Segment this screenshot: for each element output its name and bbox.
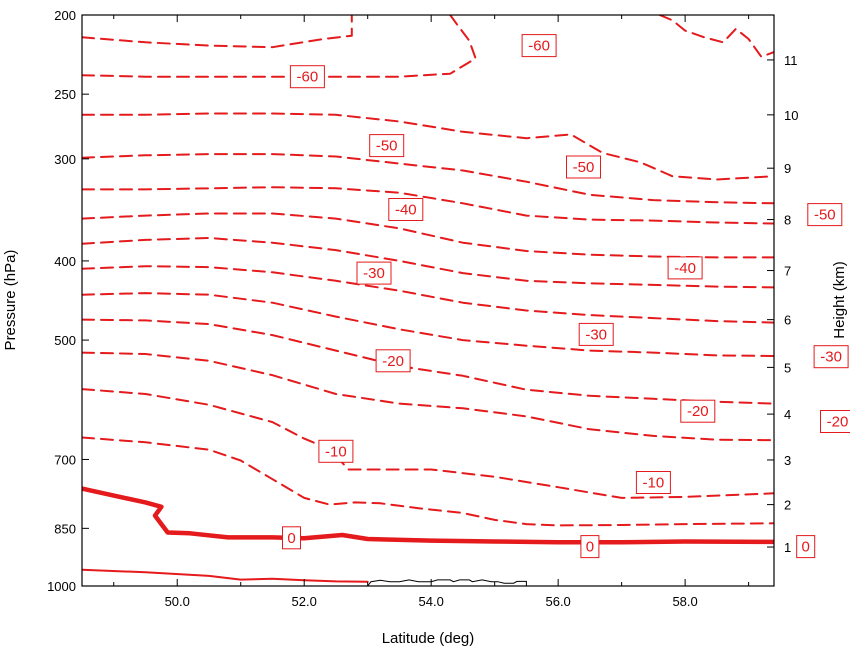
contour-label-text: -10 [325,443,347,460]
contour-line [82,214,774,258]
contour-label-text: -30 [820,349,842,366]
contour-label-text: -60 [528,38,550,55]
x-axis-title: Latitude (deg) [382,630,475,647]
contour-label-text: 0 [586,539,594,556]
y-tick-label-right: 11 [784,53,798,68]
contour-label: -30 [579,323,613,345]
contour-label: -30 [357,262,391,284]
contour-line [82,187,774,223]
contour-line [82,293,774,356]
y-tick-label-left: 200 [54,8,76,23]
contour-line [82,114,774,180]
y-tick-label-left: 500 [54,333,76,348]
contour-label-text: 0 [287,530,295,547]
plot-frame [82,15,774,586]
contour-label-text: -60 [297,69,319,86]
y-tick-label-left: 850 [54,521,76,536]
y-tick-label-left: 300 [54,152,76,167]
contour-label-text: 0 [802,539,810,556]
contour-label: 0 [283,527,301,549]
contour-line [82,154,774,203]
contour-label-text: -10 [643,475,665,492]
contour-label: -10 [319,440,353,462]
x-tick-label: 52.0 [292,594,317,609]
y-axis-title-right: Height (km) [831,261,848,339]
contour-label-text: -30 [363,265,385,282]
y-tick-label-left: 700 [54,452,76,467]
contour-label-text: -40 [395,202,417,219]
contour-label: 0 [581,536,599,558]
contour-label-text: -50 [573,159,595,176]
contour-line [82,570,368,582]
contour-label-text: -50 [814,207,836,224]
contour-label-layer: -60 -60 -50 -50 -50 -40 -40 -30 -30 -30 -20 -20 -20 -… [283,35,850,558]
y-tick-label-right: 6 [784,313,791,328]
contour-label: -60 [290,66,324,88]
contour-label: -60 [522,35,556,57]
terrain-layer [368,580,527,586]
contour-label: -20 [821,411,850,433]
contour-label: -30 [814,346,848,368]
contour-line [82,15,352,47]
contour-label: -50 [808,204,842,226]
contour-line [82,320,774,404]
contour-label-text: -50 [376,138,398,155]
contour-label-text: -20 [827,414,849,431]
x-tick-label: 54.0 [419,594,444,609]
x-tick-label: 56.0 [545,594,570,609]
contour-label: -10 [636,472,670,494]
y-tick-label-right: 10 [784,108,798,123]
y-axis-title-left: Pressure (hPa) [2,250,19,351]
y-tick-label-left: 1000 [47,579,76,594]
contour-label: -50 [567,156,601,178]
y-tick-label-right: 4 [784,407,791,422]
y-tick-label-right: 7 [784,264,791,279]
contour-line [82,353,774,441]
contour-label: 0 [797,536,815,558]
contour-label-text: -20 [382,353,404,370]
terrain-outline [368,580,527,586]
contour-label-text: -20 [687,403,709,420]
contour-label: -50 [370,135,404,157]
y-tick-label-right: 9 [784,161,791,176]
y-tick-label-left: 400 [54,254,76,269]
y-tick-label-left: 250 [54,87,76,102]
x-tick-label: 58.0 [672,594,697,609]
contour-label-text: -30 [585,326,607,343]
contour-layer [82,15,774,582]
y-tick-label-right: 3 [784,453,791,468]
y-tick-label-right: 2 [784,498,791,513]
contour-label: -40 [389,199,423,221]
contour-label: -20 [376,350,410,372]
contour-line [660,15,774,57]
y-tick-label-right: 8 [784,213,791,228]
y-tick-label-right: 5 [784,360,791,375]
contour-label: -20 [681,400,715,422]
contour-label-text: -40 [674,260,696,277]
contour-label: -40 [668,257,702,279]
y-tick-label-right: 1 [784,540,791,555]
x-tick-label: 50.0 [165,594,190,609]
